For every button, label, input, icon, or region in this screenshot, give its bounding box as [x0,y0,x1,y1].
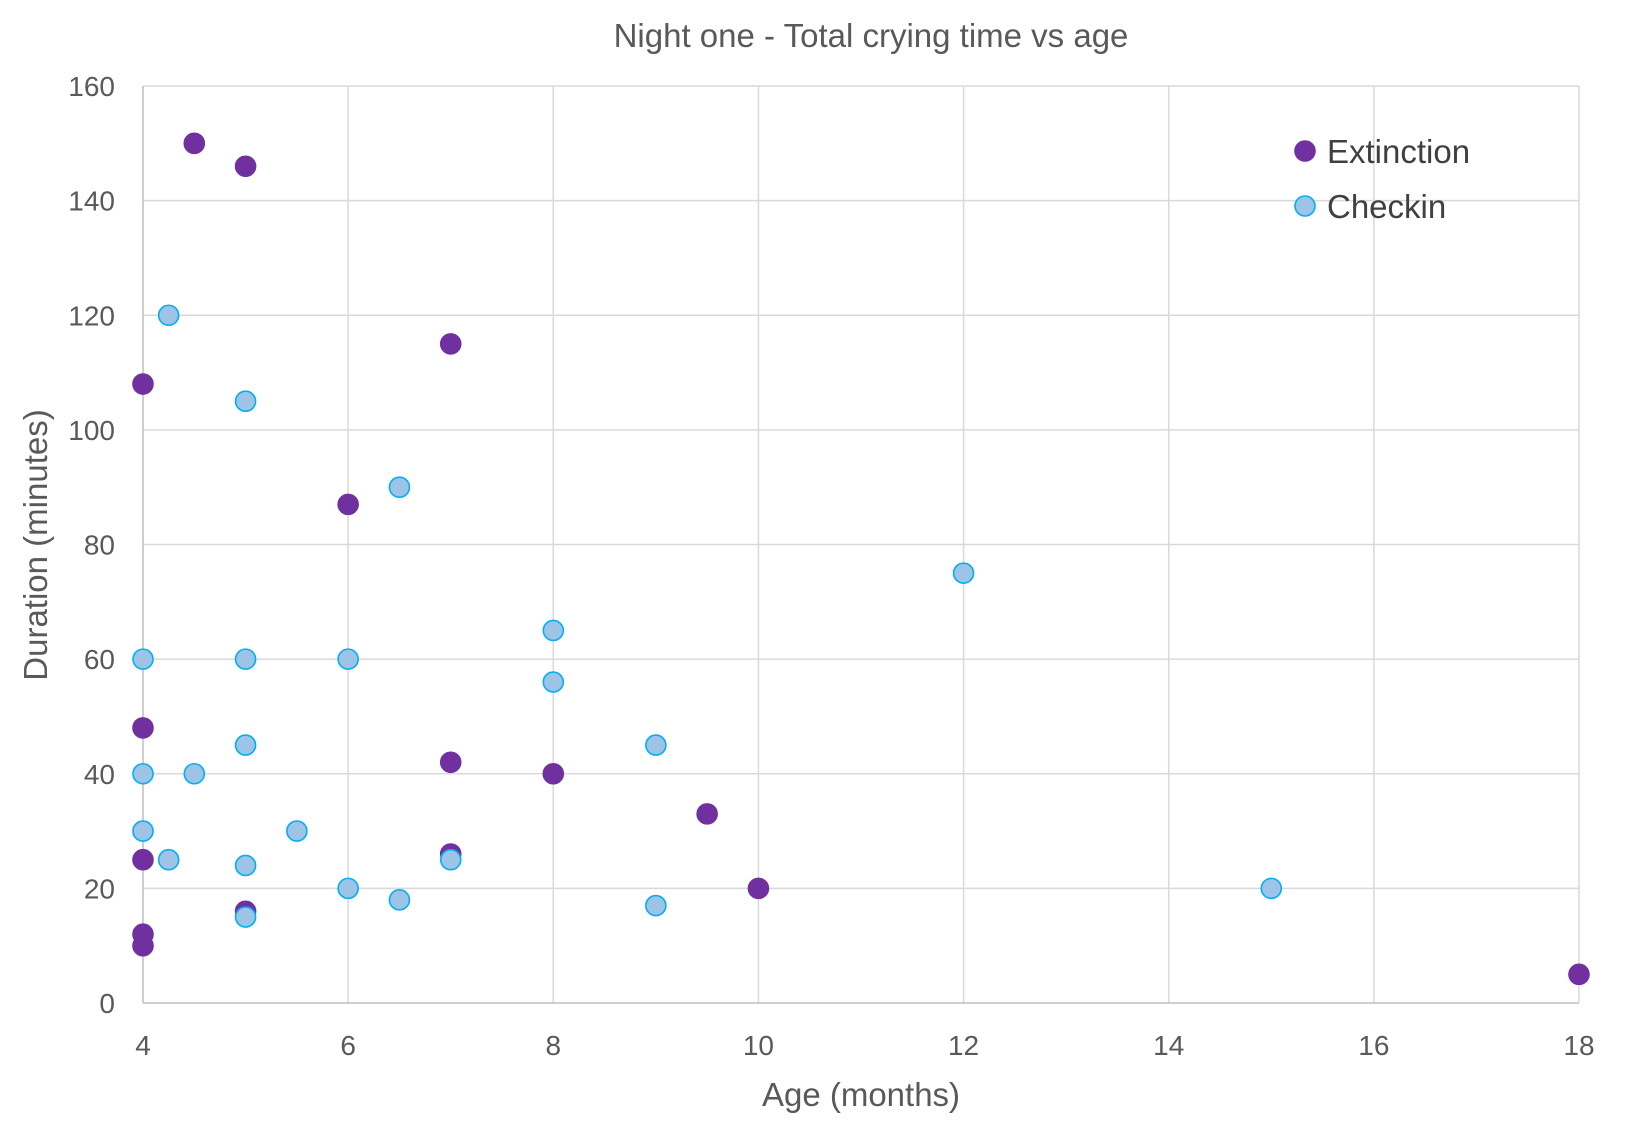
data-point-extinction [132,934,154,957]
data-point-checkin [542,619,565,642]
x-tick-label: 10 [743,1030,774,1061]
legend: Extinction Checkin [1294,133,1470,225]
y-tick-label: 80 [84,530,115,561]
data-point-checkin [337,877,359,900]
data-point-extinction [747,877,770,900]
data-point-checkin [132,820,154,842]
legend-label-extinction: Extinction [1327,133,1470,170]
data-point-extinction [439,333,462,355]
y-tick-label: 160 [68,71,115,102]
x-tick-label: 18 [1563,1030,1594,1061]
y-tick-label: 120 [68,300,115,331]
data-point-extinction [234,155,257,178]
tick-labels: 0 20 40 60 80 100 120 140 160 4 6 8 10 12 14 16 18 [68,71,1594,1061]
y-tick-label: 20 [84,873,115,904]
data-point-checkin [388,476,411,498]
data-point-checkin [542,671,565,693]
gridlines [143,85,1580,1003]
data-point-extinction [439,751,462,774]
data-point-extinction [132,717,154,739]
y-tick-label: 60 [84,644,115,675]
data-point-checkin [286,820,308,842]
legend-label-checkin: Checkin [1327,188,1446,225]
data-point-checkin [645,894,667,917]
data-point-checkin [157,304,180,327]
x-tick-label: 12 [948,1030,979,1061]
y-axis-title: Duration (minutes) [17,409,54,680]
y-tick-label: 140 [68,186,115,217]
x-tick-label: 14 [1153,1030,1184,1061]
data-point-extinction [542,762,565,785]
legend-marker-checkin [1294,195,1316,217]
data-point-extinction [696,803,718,825]
data-point-extinction [132,373,154,395]
x-tick-label: 4 [135,1030,151,1061]
y-tick-label: 40 [84,759,115,790]
data-point-checkin [183,762,206,785]
data-point-extinction [183,132,206,155]
data-points [132,132,1590,986]
data-point-checkin [234,906,257,928]
data-point-checkin [132,762,154,785]
data-point-checkin [234,734,257,756]
y-tick-label: 100 [68,415,115,446]
data-point-checkin [132,648,154,670]
data-point-checkin [157,848,180,871]
x-axis-title: Age (months) [762,1076,960,1113]
data-point-checkin [952,562,975,584]
legend-marker-extinction [1294,140,1316,162]
data-point-checkin [234,390,257,413]
chart-title: Night one - Total crying time vs age [614,17,1129,54]
data-point-extinction [1568,963,1590,986]
data-point-checkin [234,648,257,670]
x-tick-label: 8 [545,1030,561,1061]
data-point-checkin [439,848,462,871]
data-point-extinction [132,848,154,871]
data-point-extinction [337,493,359,516]
data-point-checkin [234,854,257,877]
data-point-checkin [337,648,359,670]
data-point-checkin [645,734,667,756]
data-point-checkin [1260,877,1283,900]
x-tick-label: 6 [340,1030,356,1061]
y-tick-label: 0 [99,988,115,1019]
x-tick-label: 16 [1358,1030,1389,1061]
data-point-checkin [388,889,411,911]
